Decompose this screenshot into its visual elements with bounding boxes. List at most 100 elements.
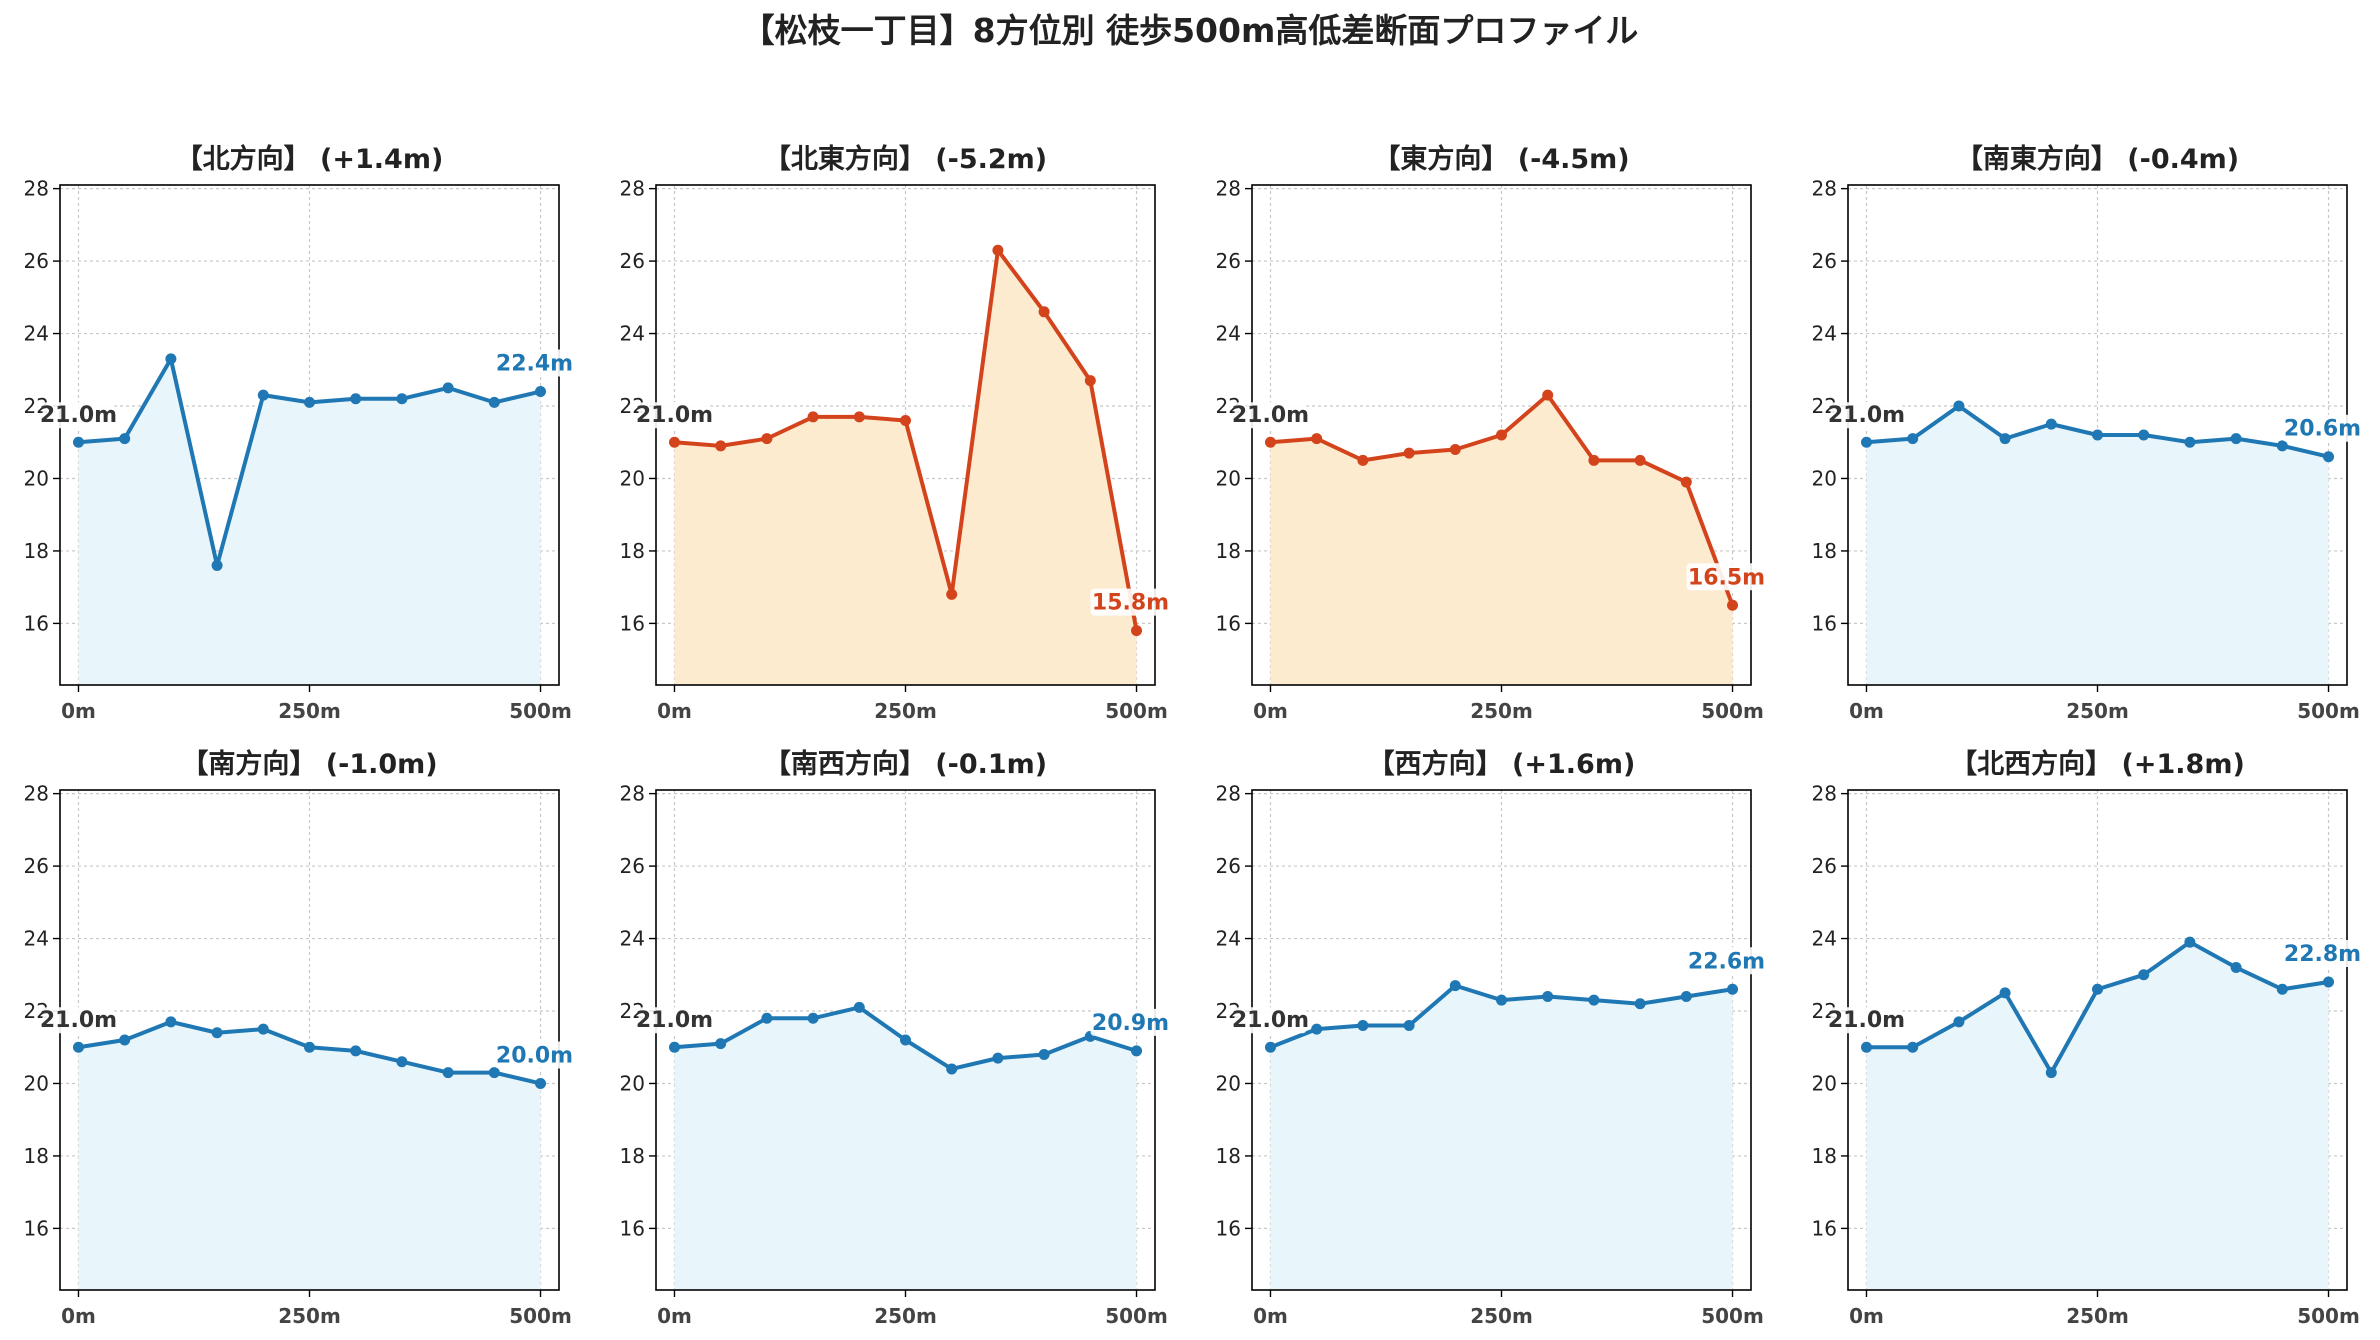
area-fill (78, 358, 541, 685)
data-point (72, 1041, 84, 1053)
panel-title: 【東方向】 (-4.5m) (1373, 143, 1629, 175)
data-point (396, 1056, 408, 1068)
y-tick-label: 24 (620, 927, 645, 951)
start-label: 21.0m (1232, 403, 1309, 428)
y-tick-label: 20 (1216, 1071, 1241, 1095)
x-tick-label: 0m (1253, 699, 1288, 723)
y-tick-label: 28 (620, 177, 645, 201)
data-point (2276, 440, 2288, 452)
data-point (2323, 976, 2335, 988)
data-point (2276, 983, 2288, 995)
data-point (715, 1038, 727, 1050)
data-point (1588, 454, 1600, 466)
area-fill (674, 1007, 1137, 1290)
start-label-box (1234, 402, 1307, 429)
figure-title: 【松枝一丁目】8方位別 徒歩500m高低差断面プロファイル (742, 11, 1639, 50)
data-point (1311, 433, 1323, 445)
data-point (119, 1034, 131, 1046)
start-label: 21.0m (636, 1008, 713, 1033)
area-fill (78, 1021, 541, 1290)
data-point (442, 1067, 454, 1079)
start-label-box (638, 402, 711, 429)
end-label-box (1090, 1008, 1171, 1036)
y-tick-label: 18 (1812, 1144, 1837, 1168)
data-point (2323, 451, 2335, 463)
data-point (1131, 1045, 1143, 1057)
data-point (488, 396, 500, 408)
data-point (535, 1077, 547, 1089)
x-tick-label: 0m (657, 699, 692, 723)
data-point (1634, 454, 1646, 466)
y-tick-label: 18 (620, 1144, 645, 1168)
data-point (2045, 1067, 2057, 1079)
y-tick-label: 16 (1812, 611, 1837, 635)
data-point (761, 1012, 773, 1024)
start-label-box (638, 1007, 711, 1034)
x-tick-label: 500m (509, 699, 572, 723)
data-point (1449, 443, 1461, 455)
end-label: 22.4m (496, 352, 573, 377)
x-tick-label: 250m (2066, 1304, 2129, 1328)
data-point (304, 1041, 315, 1053)
x-tick-label: 0m (1253, 1304, 1288, 1328)
data-point (1496, 994, 1507, 1006)
end-label-box (1686, 947, 1767, 975)
data-point (1907, 433, 1919, 445)
end-label: 15.8m (1092, 591, 1169, 616)
end-label-box (1686, 563, 1767, 591)
x-tick-label: 500m (1701, 1304, 1764, 1328)
data-point (72, 436, 84, 448)
data-point (2230, 962, 2242, 974)
panel-title: 【北東方向】 (-5.2m) (764, 143, 1047, 175)
data-point (1999, 433, 2011, 445)
data-point (668, 436, 680, 448)
y-tick-label: 28 (24, 782, 49, 806)
y-tick-label: 16 (1216, 611, 1241, 635)
y-tick-label: 24 (24, 927, 49, 951)
data-point (2045, 418, 2057, 430)
y-tick-label: 16 (620, 611, 645, 635)
data-point (900, 1034, 911, 1046)
start-label-box (1234, 1007, 1307, 1034)
y-tick-label: 20 (620, 1071, 645, 1095)
x-tick-label: 250m (874, 699, 937, 723)
y-tick-label: 24 (1216, 927, 1241, 951)
end-label: 22.6m (1688, 949, 1765, 974)
y-tick-label: 24 (24, 322, 49, 346)
data-point (1038, 1048, 1050, 1060)
end-label-box (1090, 588, 1171, 616)
data-point (211, 1027, 223, 1039)
y-tick-label: 16 (1216, 1216, 1241, 1240)
area-fill (1866, 942, 2329, 1290)
x-tick-label: 500m (1701, 699, 1764, 723)
y-tick-label: 20 (1216, 466, 1241, 490)
data-point (715, 440, 727, 452)
data-point (488, 1067, 500, 1079)
data-point (900, 415, 911, 427)
start-label-box (42, 402, 115, 429)
y-tick-label: 26 (24, 854, 49, 878)
data-point (1542, 389, 1554, 401)
x-tick-label: 250m (1470, 699, 1533, 723)
data-point (165, 353, 177, 365)
area-fill (674, 250, 1137, 685)
x-tick-label: 250m (2066, 699, 2129, 723)
data-point (1264, 436, 1276, 448)
data-point (304, 396, 315, 408)
area-fill (1866, 406, 2329, 685)
y-tick-label: 28 (24, 177, 49, 201)
start-label: 21.0m (1232, 1008, 1309, 1033)
data-point (350, 393, 362, 405)
end-label: 20.6m (2284, 417, 2361, 442)
data-point (946, 588, 958, 600)
y-tick-label: 24 (1812, 322, 1837, 346)
y-tick-label: 20 (24, 1071, 49, 1095)
y-tick-label: 20 (1812, 1071, 1837, 1095)
y-tick-label: 28 (1216, 177, 1241, 201)
y-tick-label: 18 (1812, 539, 1837, 563)
area-fill (1270, 985, 1733, 1290)
